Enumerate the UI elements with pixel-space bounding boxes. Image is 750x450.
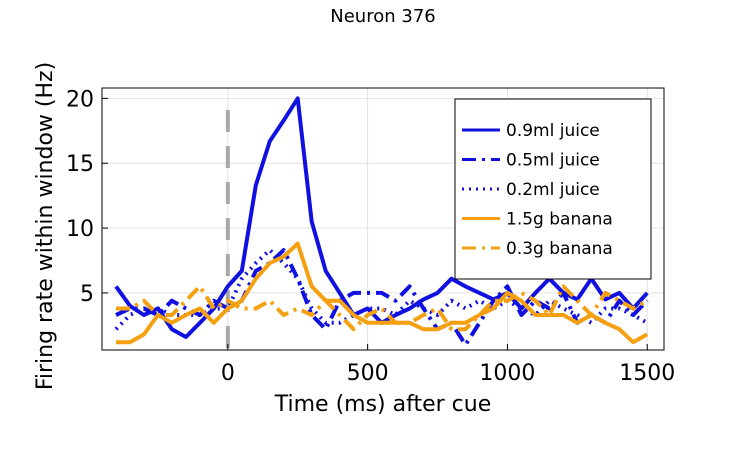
y-tick-label: 20 bbox=[66, 87, 94, 112]
x-tick-label: 500 bbox=[347, 361, 389, 386]
series-line-3 bbox=[114, 248, 649, 331]
series-line-2 bbox=[115, 248, 649, 347]
legend-label: 1.5g banana bbox=[506, 210, 613, 230]
legend-label: 0.3g banana bbox=[506, 239, 613, 259]
series-line-4 bbox=[116, 241, 649, 345]
y-axis-label: Firing rate within window (Hz) bbox=[33, 62, 58, 390]
plot-frame bbox=[101, 87, 665, 351]
y-tick-label: 5 bbox=[80, 282, 94, 307]
x-tick-label: 1500 bbox=[619, 361, 675, 386]
legend: 0.9ml juice 0.5ml juice 0.2ml juice 1.5g ba… bbox=[454, 98, 652, 280]
y-tick-label: 10 bbox=[66, 217, 94, 242]
legend-label: 0.9ml juice bbox=[506, 121, 600, 141]
legend-label: 0.5ml juice bbox=[506, 151, 600, 171]
x-tick-label: 1000 bbox=[479, 361, 535, 386]
y-tick-label: 15 bbox=[66, 152, 94, 177]
legend-label: 0.2ml juice bbox=[506, 180, 600, 200]
axis-ticks: 0 500 1000 1500 5 10 15 20 bbox=[66, 87, 675, 386]
x-tick-label: 0 bbox=[221, 361, 235, 386]
x-axis-label: Time (ms) after cue bbox=[274, 392, 492, 417]
chart-title: Neuron 376 bbox=[330, 6, 435, 27]
series-lines bbox=[114, 96, 649, 347]
